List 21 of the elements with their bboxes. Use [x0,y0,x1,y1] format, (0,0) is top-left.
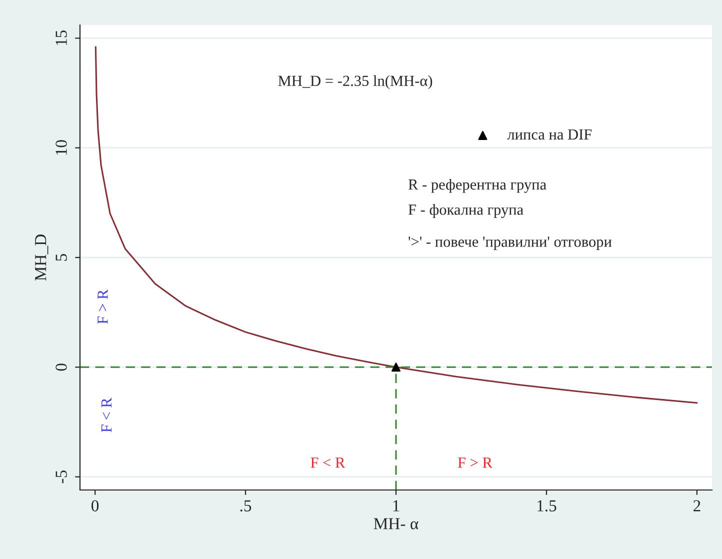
x-tick-label: 1 [393,500,400,512]
annotation: F - фокална група [408,204,524,218]
annotation: F > R [458,458,492,468]
y-axis-title: MH_D [35,234,48,281]
y-tick-label: 0 [56,364,67,371]
y-tick-label: -5 [56,470,67,484]
annotation: F > R [98,289,108,324]
annotation: MH_D = -2.35 ln(MH-α) [278,75,432,90]
x-tick-label: 0 [92,500,99,512]
annotation: F < R [310,458,346,468]
legend-label: липса на DIF [507,129,592,140]
x-axis-title: MH- α [374,518,418,530]
annotation: R - референтна група [408,178,546,193]
y-tick-label: 5 [56,254,67,261]
y-tick-label: 10 [56,140,67,155]
annotation: F < R [101,398,112,432]
y-tick-label: 15 [56,30,67,46]
x-tick-label: 2 [694,500,700,512]
x-tick-label: 1.5 [538,500,556,512]
x-tick-label: .5 [240,500,252,512]
annotation: '>' - повече 'правилни' отговори [408,236,612,250]
